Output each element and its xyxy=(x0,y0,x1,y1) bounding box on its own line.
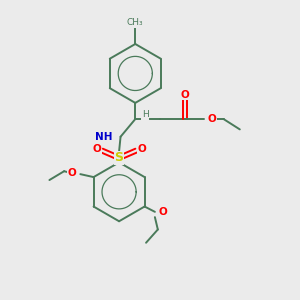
Text: S: S xyxy=(115,152,124,164)
Text: O: O xyxy=(137,144,146,154)
Text: O: O xyxy=(92,144,101,154)
Text: NH: NH xyxy=(95,132,112,142)
Text: O: O xyxy=(207,114,216,124)
Text: H: H xyxy=(142,110,148,119)
Text: CH₃: CH₃ xyxy=(127,18,144,27)
Text: O: O xyxy=(159,207,167,218)
Text: O: O xyxy=(181,90,190,100)
Text: O: O xyxy=(68,168,76,178)
